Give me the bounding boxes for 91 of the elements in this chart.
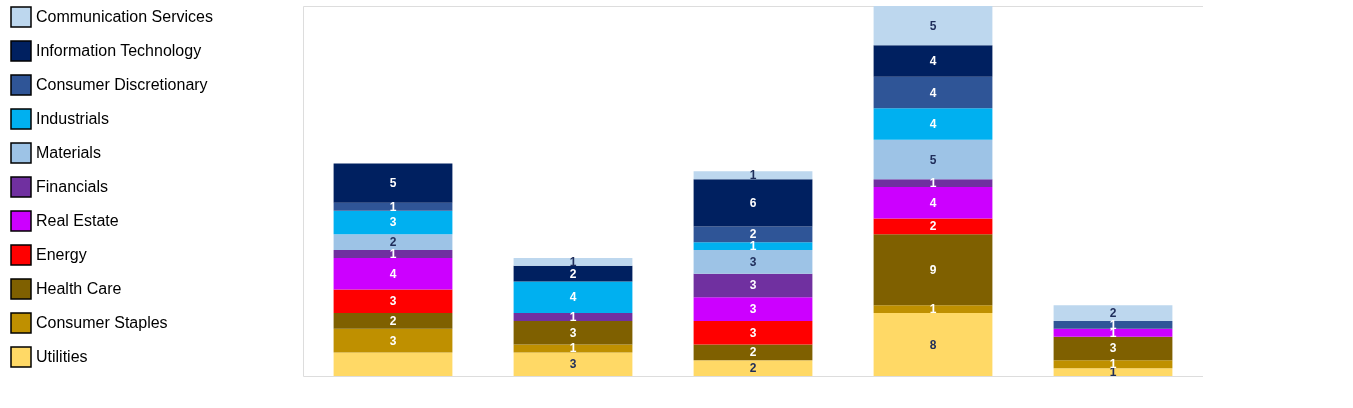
bar (693, 344, 813, 361)
bar (693, 171, 813, 180)
legend-label: Real Estate (36, 212, 119, 229)
data-label: 1 (389, 199, 397, 214)
bar (693, 250, 813, 274)
legend-label: Information Technology (36, 42, 202, 59)
bar (333, 210, 453, 235)
data-label: 1 (749, 239, 757, 254)
data-label: 4 (929, 85, 937, 100)
legend-label: Consumer Staples (36, 314, 168, 331)
data-label: 1 (749, 168, 757, 183)
data-label: 3 (1109, 341, 1117, 356)
data-label: 6 (749, 195, 757, 210)
bar (513, 313, 633, 321)
bar (873, 6, 993, 46)
bar (873, 305, 993, 314)
bar (873, 76, 993, 109)
data-label: 2 (749, 361, 757, 376)
bar (693, 226, 813, 243)
data-label: 4 (929, 54, 937, 69)
bar (873, 45, 993, 77)
bar (513, 265, 633, 282)
legend-label: Materials (36, 144, 101, 161)
bar (1053, 328, 1173, 337)
data-label: 2 (569, 266, 577, 281)
bar (873, 234, 993, 306)
legend-label: Consumer Discretionary (36, 76, 208, 93)
bar (333, 313, 453, 329)
bar (513, 257, 633, 266)
data-label: 3 (389, 215, 397, 230)
data-label: 2 (389, 313, 397, 328)
data-label: 3 (749, 302, 757, 317)
bar (1053, 368, 1173, 376)
bar (693, 179, 813, 227)
bar (693, 297, 813, 321)
bar (1053, 305, 1173, 321)
data-label: 3 (749, 254, 757, 269)
bar (513, 352, 633, 376)
bar (333, 289, 453, 314)
bar (1053, 320, 1173, 329)
bar (693, 360, 813, 376)
data-label: 2 (749, 227, 757, 242)
bar (333, 352, 453, 376)
bar (333, 202, 453, 211)
bar (693, 242, 813, 251)
bar (873, 313, 993, 376)
data-label: 1 (569, 341, 577, 356)
bar (513, 281, 633, 314)
data-label: 3 (749, 278, 757, 293)
bar (873, 218, 993, 235)
legend-label: Communication Services (36, 8, 213, 25)
data-label: 9 (929, 262, 937, 277)
data-label: 3 (569, 325, 577, 340)
legend-label: Financials (36, 178, 109, 195)
data-label: 3 (749, 325, 757, 340)
bar (1053, 360, 1173, 369)
data-label: 8 (929, 337, 937, 352)
bar (333, 250, 453, 258)
data-label: 1 (929, 176, 937, 191)
data-label: 3 (389, 294, 397, 309)
legend-label: Utilities (36, 348, 88, 365)
data-label: 1 (929, 302, 937, 317)
bar (333, 163, 453, 203)
data-label: 3 (389, 333, 397, 348)
legend-label: Energy (36, 246, 87, 263)
bar (333, 234, 453, 251)
legend-label: Health Care (36, 280, 122, 297)
bar (333, 328, 453, 353)
data-label: 2 (749, 345, 757, 360)
data-label: 4 (569, 290, 577, 305)
legend-label: Industrials (36, 110, 109, 127)
data-label: 5 (389, 176, 397, 191)
bar (333, 257, 453, 290)
bar (873, 187, 993, 219)
data-label: 3 (569, 357, 577, 372)
bar (1053, 336, 1173, 361)
data-label: 1 (569, 254, 577, 269)
data-label: 4 (929, 117, 937, 132)
bar (693, 320, 813, 345)
bar (873, 179, 993, 188)
bar (873, 139, 993, 180)
data-label: 5 (929, 18, 937, 33)
data-label: 1 (569, 309, 577, 324)
data-label: 4 (389, 266, 397, 281)
data-label: 4 (929, 195, 937, 210)
data-label: 2 (929, 219, 937, 234)
bar (873, 108, 993, 140)
bar (513, 320, 633, 345)
bar (693, 273, 813, 298)
data-label: 5 (929, 152, 937, 167)
data-label: 2 (1109, 306, 1117, 321)
